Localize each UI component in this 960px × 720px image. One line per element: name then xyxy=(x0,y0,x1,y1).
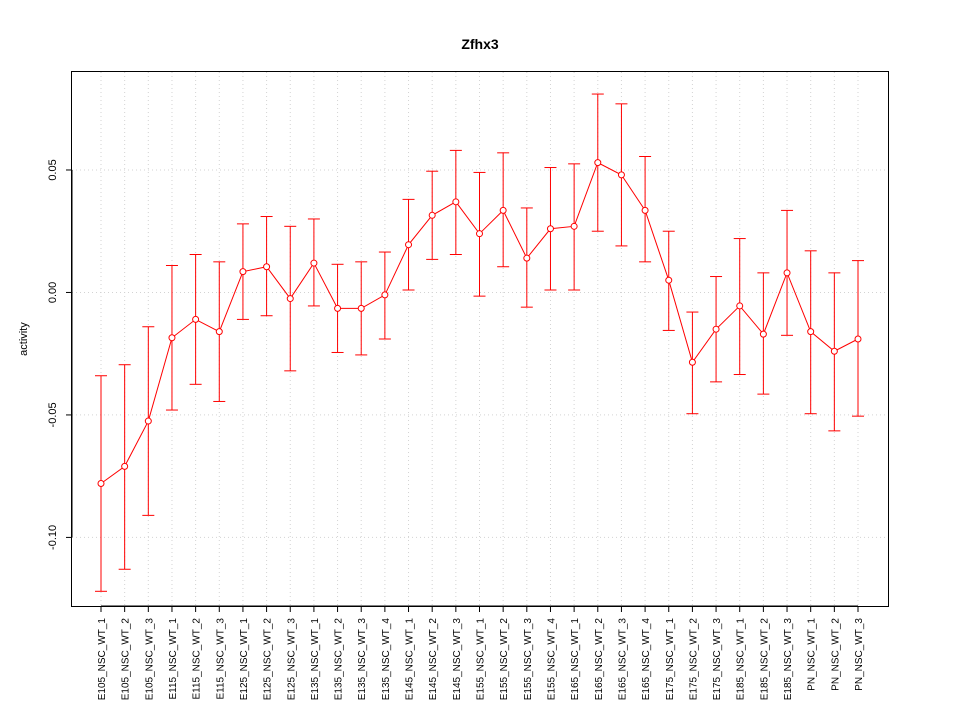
x-tick-label: E185_NSC_WT_3 xyxy=(783,618,794,701)
x-tick-label: E155_NSC_WT_1 xyxy=(476,618,487,701)
x-tick-label: PN_NSC_WT_1 xyxy=(807,618,818,691)
y-tick-label: -0.10 xyxy=(47,525,59,550)
data-point xyxy=(665,276,673,284)
data-point xyxy=(570,222,578,230)
data-point xyxy=(807,328,815,336)
x-tick-label: E175_NSC_WT_2 xyxy=(688,618,699,701)
x-tick-label: E135_NSC_WT_2 xyxy=(334,618,345,701)
y-axis: -0.10 -0.05 0.00 0.05 xyxy=(47,159,73,550)
x-tick-label: E125_NSC_WT_2 xyxy=(263,618,274,701)
x-tick-label: E105_NSC_WT_3 xyxy=(144,618,155,701)
x-tick-label: E135_NSC_WT_3 xyxy=(357,618,368,701)
data-point xyxy=(144,417,152,425)
x-tick-label: E145_NSC_WT_3 xyxy=(452,618,463,701)
x-tick-label: E105_NSC_WT_2 xyxy=(121,618,132,701)
x-tick-label: PN_NSC_WT_2 xyxy=(830,618,841,691)
x-tick-label: E165_NSC_WT_1 xyxy=(570,618,581,701)
x-tick-label: E135_NSC_WT_1 xyxy=(310,618,321,701)
y-tick-label: 0.05 xyxy=(47,159,59,180)
data-point xyxy=(830,347,838,355)
x-tick-label: PN_NSC_WT_3 xyxy=(854,618,865,691)
x-tick-label: E125_NSC_WT_3 xyxy=(286,618,297,701)
x-tick-label: E125_NSC_WT_1 xyxy=(239,618,250,701)
data-point xyxy=(712,325,720,333)
y-axis-label: activity xyxy=(18,322,30,356)
x-tick-label: E165_NSC_WT_3 xyxy=(617,618,628,701)
grid-layer xyxy=(72,72,888,606)
x-tick-label: E145_NSC_WT_1 xyxy=(405,618,416,701)
data-point xyxy=(192,315,200,323)
chart-title: Zfhx3 xyxy=(461,36,499,52)
x-tick-label: E165_NSC_WT_4 xyxy=(641,618,652,701)
x-tick-label: E115_NSC_WT_3 xyxy=(215,618,226,700)
data-point xyxy=(121,462,129,470)
data-point xyxy=(381,291,389,299)
x-tick-label: E175_NSC_WT_3 xyxy=(712,618,723,701)
data-point xyxy=(523,254,531,262)
data-point xyxy=(854,335,862,343)
points-layer xyxy=(97,159,862,488)
data-point xyxy=(428,211,436,219)
data-point xyxy=(310,259,318,267)
y-tick-label: 0.00 xyxy=(47,282,59,303)
x-tick-label: E155_NSC_WT_3 xyxy=(523,618,534,701)
data-point xyxy=(405,241,413,249)
data-point xyxy=(499,206,507,214)
x-tick-label: E175_NSC_WT_1 xyxy=(665,618,676,701)
data-point xyxy=(641,206,649,214)
x-tick-label: E105_NSC_WT_1 xyxy=(97,618,108,701)
data-point xyxy=(783,269,791,277)
data-point xyxy=(263,263,271,271)
x-tick-label: E165_NSC_WT_2 xyxy=(594,618,605,701)
x-tick-label: E115_NSC_WT_2 xyxy=(192,618,203,700)
data-point xyxy=(168,334,176,342)
plot-frame xyxy=(71,71,889,607)
data-point xyxy=(736,302,744,310)
x-tick-label: E185_NSC_WT_2 xyxy=(759,618,770,701)
data-point xyxy=(688,358,696,366)
x-tick-label: E135_NSC_WT_4 xyxy=(381,618,392,701)
x-axis: E105_NSC_WT_1 E105_NSC_WT_2 E105_NSC_WT_3 E… xyxy=(97,605,865,701)
x-tick-label: E155_NSC_WT_2 xyxy=(499,618,510,701)
data-point xyxy=(97,480,105,488)
x-tick-label: E155_NSC_WT_4 xyxy=(546,618,557,701)
x-tick-label: E115_NSC_WT_1 xyxy=(168,618,179,700)
data-point xyxy=(452,198,460,206)
data-point xyxy=(594,159,602,167)
x-tick-label: E145_NSC_WT_2 xyxy=(428,618,439,701)
data-point xyxy=(357,304,365,312)
data-point xyxy=(546,225,554,233)
data-point xyxy=(286,295,294,303)
data-point xyxy=(617,171,625,179)
x-tick-label: E185_NSC_WT_1 xyxy=(736,618,747,701)
data-point xyxy=(239,268,247,276)
data-point xyxy=(476,230,483,238)
data-point xyxy=(334,304,342,312)
y-tick-label: -0.05 xyxy=(47,402,59,427)
data-point xyxy=(759,330,767,338)
data-point xyxy=(215,328,223,336)
